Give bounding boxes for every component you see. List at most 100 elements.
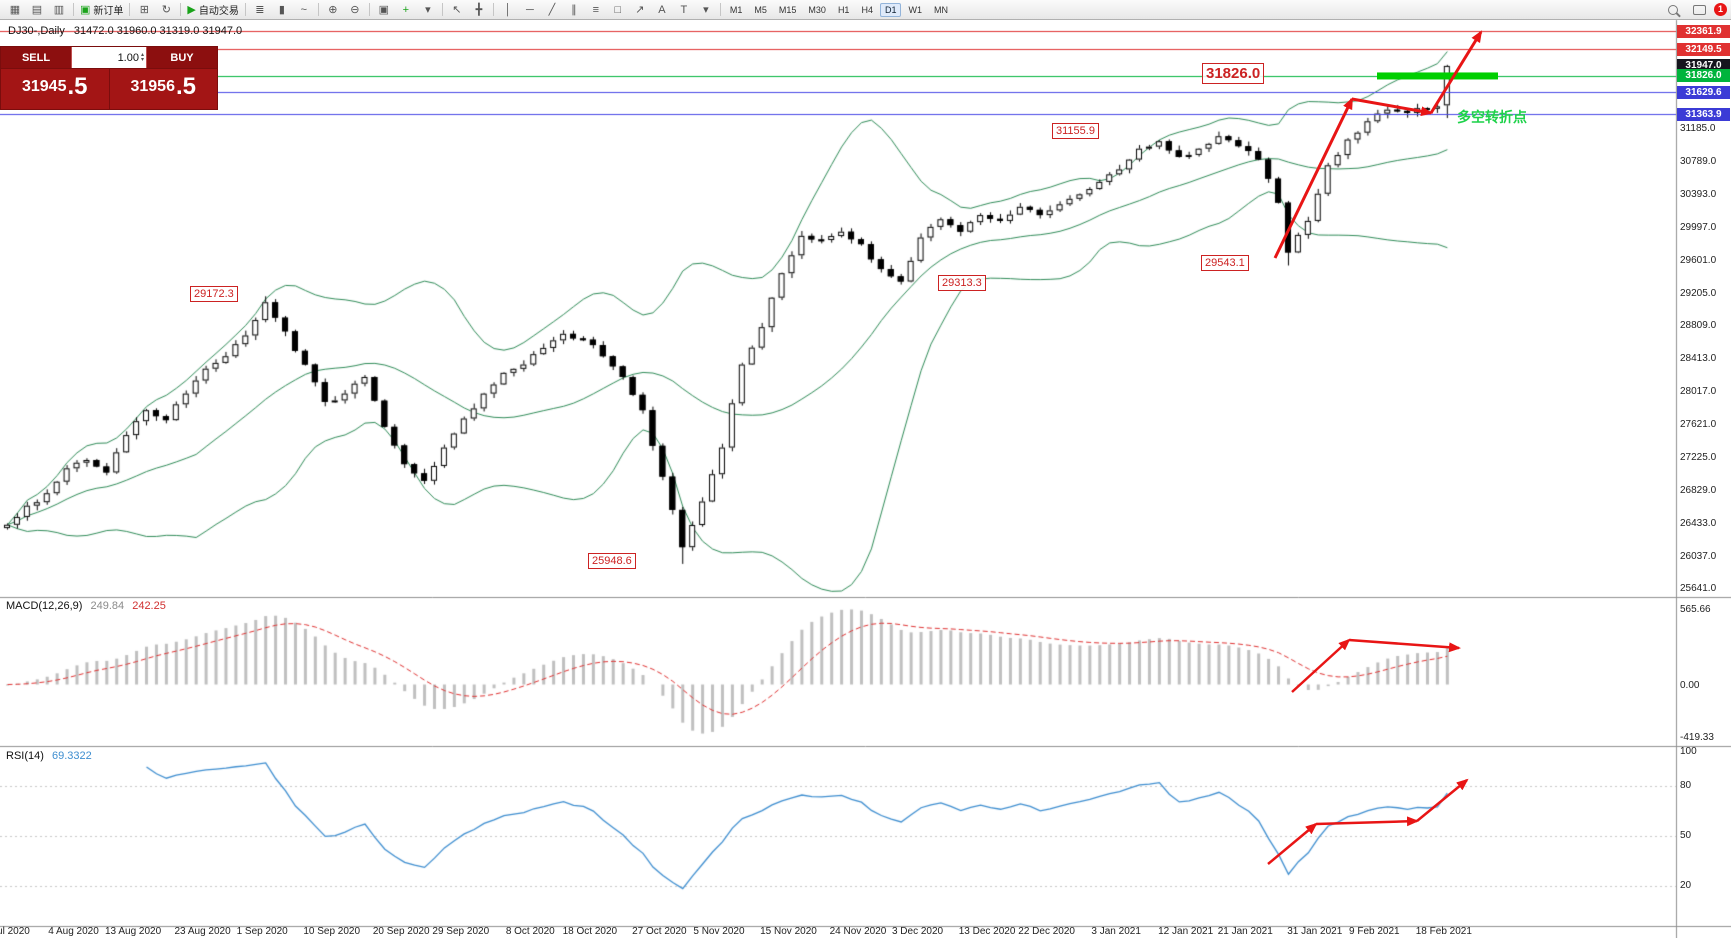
horizontal-line-icon[interactable]: ─: [525, 3, 534, 16]
price-tag[interactable]: 31363.9: [1677, 107, 1730, 121]
candlestick-icon[interactable]: ▮: [278, 3, 285, 16]
rsi-axis-label: 50: [1680, 830, 1692, 841]
price-axis[interactable]: 31185.0 30789.0 30393.0 29997.0 29601.0 29205…: [1676, 20, 1731, 938]
label-icon[interactable]: T: [680, 3, 688, 16]
timeframe-m15[interactable]: M15: [778, 4, 797, 15]
date-label: 3 Dec 2020: [891, 926, 944, 937]
date-label: 4 Aug 2020: [48, 926, 99, 937]
text-icon[interactable]: A: [658, 3, 666, 16]
timeframe-m30[interactable]: M30: [808, 4, 826, 15]
date-label: 15 Nov 2020: [760, 926, 817, 937]
rsi-label: RSI(14): [6, 750, 44, 762]
macd-indicator-header: MACD(12,26,9) 249.84 242.25: [6, 600, 166, 612]
notification-badge[interactable]: 1: [1714, 3, 1727, 16]
zoom-in-icon[interactable]: ⊕: [328, 3, 338, 16]
date-label: 31 Jan 2021: [1287, 926, 1343, 937]
timeframe-h1[interactable]: H1: [837, 4, 850, 15]
volume-spinner[interactable]: ▴ ▾: [140, 51, 144, 63]
templates-dropdown-icon[interactable]: ▾: [425, 3, 431, 16]
rsi-axis-label: 80: [1680, 779, 1692, 791]
timeframe-m5[interactable]: M5: [754, 4, 767, 15]
timeframe-d1[interactable]: D1: [879, 2, 902, 17]
price-tag[interactable]: 32149.5: [1677, 42, 1730, 56]
channel-icon[interactable]: ∥: [571, 3, 577, 16]
profiles-icon[interactable]: ▤: [31, 3, 43, 16]
toolbar-separator: [244, 3, 246, 16]
macd-axis-label: 0.00: [1680, 679, 1700, 691]
chart-windows-icon[interactable]: ⊞: [139, 3, 150, 16]
fibonacci-icon[interactable]: ≡: [592, 3, 600, 16]
date-label: 21 Jan 2021: [1217, 926, 1273, 937]
date-label: 8 Oct 2020: [505, 926, 555, 937]
shapes-icon[interactable]: □: [614, 3, 622, 16]
price-axis-label: 30393.0: [1680, 188, 1717, 200]
crosshair-icon[interactable]: ╋: [475, 3, 483, 16]
line-chart-icon[interactable]: ~: [300, 3, 308, 16]
price-axis-label: 29601.0: [1680, 254, 1717, 266]
date-label: 1 Sep 2020: [236, 926, 288, 937]
tile-windows-icon[interactable]: ▣: [378, 3, 390, 16]
volume-input[interactable]: 1.00 ▴ ▾: [72, 47, 146, 68]
date-label: 3 Jan 2021: [1091, 926, 1141, 937]
macd-main-value: 249.84: [90, 600, 125, 612]
timeframe-mn[interactable]: MN: [933, 4, 948, 15]
market-watch-icon[interactable]: ▥: [53, 3, 65, 16]
price-axis-label: 26433.0: [1680, 517, 1717, 529]
trendline-icon[interactable]: ╱: [548, 3, 556, 16]
buy-price[interactable]: 31956 .5: [110, 69, 218, 109]
price-axis-label: 31185.0: [1680, 123, 1716, 135]
toolbar-separator: [441, 3, 443, 16]
indicators-icon[interactable]: +: [402, 3, 410, 16]
price-axis-label: 25641.0: [1680, 583, 1717, 595]
price-tag[interactable]: 31947.0: [1677, 59, 1730, 73]
main-toolbar: ▦ ▤ ▥ ▣ 新订单 ⊞ ↻ ▶ 自动交易 ≣ ▮ ~ ⊕ ⊖ ▣ + ▾ ↖ ╋ │ ─ ╱ ∥ ≡ □ ↗ A T ▾ M1 M5 M1…: [0, 0, 1731, 20]
new-order-button[interactable]: ▣ 新订单: [80, 3, 124, 18]
rsi-axis-label: 100: [1680, 746, 1697, 757]
zoom-out-icon[interactable]: ⊖: [350, 3, 360, 16]
date-label: 18 Oct 2020: [562, 926, 618, 937]
price-axis-label: 28413.0: [1680, 353, 1717, 365]
objects-dropdown-icon[interactable]: ▾: [703, 3, 709, 16]
date-label: 26 Jul 2020: [0, 926, 30, 937]
rsi-axis-label: 20: [1680, 880, 1692, 892]
toolbar-separator: [129, 3, 131, 16]
new-chart-icon[interactable]: ▦: [9, 3, 21, 16]
toolbar-separator: [719, 3, 721, 16]
date-label: 5 Nov 2020: [693, 926, 745, 937]
price-axis-label: 28017.0: [1680, 386, 1717, 398]
cursor-icon[interactable]: ↖: [452, 3, 462, 16]
price-tag[interactable]: 32361.9: [1677, 24, 1730, 38]
volume-up-icon[interactable]: ▴: [140, 51, 144, 58]
arrow-tool-icon[interactable]: ↗: [635, 3, 645, 16]
auto-trading-button[interactable]: ▶ 自动交易: [187, 3, 239, 18]
timeframe-m1[interactable]: M1: [729, 4, 743, 15]
timeframe-h4[interactable]: H4: [861, 4, 873, 15]
macd-axis-label: 565.66: [1680, 604, 1711, 615]
time-axis[interactable]: 26 Jul 2020 4 Aug 2020 13 Aug 2020 23 Aug 2…: [0, 926, 1676, 938]
chart-symbol-period: DJ30-,Daily: [8, 25, 65, 37]
date-label: 13 Dec 2020: [958, 926, 1016, 937]
volume-down-icon[interactable]: ▾: [140, 56, 144, 63]
sell-button[interactable]: SELL: [1, 47, 72, 68]
date-label: 24 Nov 2020: [829, 926, 887, 937]
timeframe-w1[interactable]: W1: [908, 4, 922, 15]
price-axis-label: 29205.0: [1680, 287, 1717, 299]
price-tag[interactable]: 31629.6: [1677, 85, 1730, 99]
search-icon[interactable]: [1662, 1, 1684, 19]
buy-button[interactable]: BUY: [146, 47, 217, 68]
price-axis-label: 28809.0: [1680, 320, 1717, 332]
refresh-icon[interactable]: ↻: [161, 3, 172, 16]
toolbar-items: ▦ ▤ ▥ ▣ 新订单 ⊞ ↻ ▶ 自动交易 ≣ ▮ ~ ⊕ ⊖ ▣ + ▾ ↖ ╋ │ ─ ╱ ∥ ≡ □ ↗ A T ▾ M1 M5 M1…: [4, 0, 954, 19]
sell-price[interactable]: 31945 .5: [1, 69, 110, 109]
volume-value[interactable]: 1.00: [117, 51, 139, 64]
date-label: 22 Dec 2020: [1018, 926, 1075, 937]
chat-icon[interactable]: [1688, 1, 1710, 19]
price-tag[interactable]: 31826.0: [1677, 69, 1730, 83]
date-label: 9 Feb 2021: [1349, 926, 1400, 937]
vertical-line-icon[interactable]: │: [504, 3, 512, 16]
bar-chart-icon[interactable]: ≣: [255, 3, 265, 16]
toolbar-separator: [492, 3, 494, 16]
price-axis-label: 26037.0: [1680, 550, 1717, 562]
